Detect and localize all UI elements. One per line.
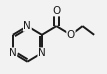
Text: N: N	[23, 21, 31, 31]
Text: N: N	[38, 48, 46, 58]
Text: O: O	[67, 30, 75, 40]
Text: N: N	[9, 48, 17, 58]
Text: O: O	[52, 6, 61, 16]
